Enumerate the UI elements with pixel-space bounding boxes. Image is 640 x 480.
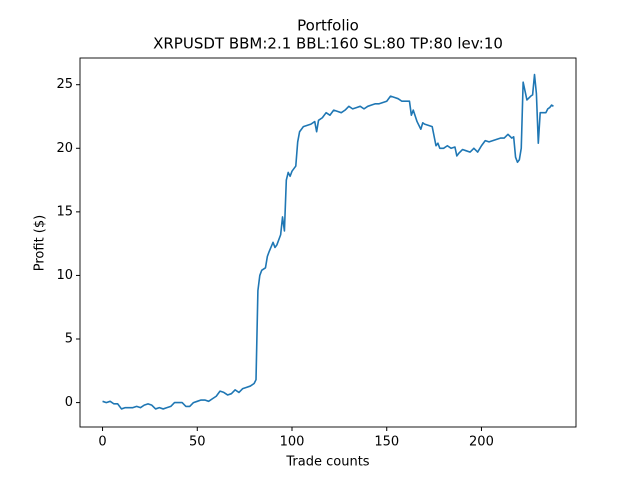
- y-tick-label: 25: [56, 77, 73, 92]
- chart-subtitle: XRPUSDT BBM:2.1 BBL:160 SL:80 TP:80 lev:…: [153, 35, 503, 53]
- x-axis-label: Trade counts: [285, 455, 369, 470]
- x-tick-label: 0: [98, 435, 106, 450]
- y-tick-label: 0: [65, 395, 73, 410]
- y-tick-label: 5: [65, 332, 73, 347]
- profit-line: [102, 73, 554, 410]
- chart-title: Portfolio: [297, 17, 359, 35]
- y-tick-label: 20: [56, 141, 73, 156]
- x-tick-label: 100: [280, 435, 305, 450]
- y-axis-label: Profit ($): [33, 215, 48, 271]
- x-tick-label: 50: [189, 435, 206, 450]
- y-tick-label: 15: [56, 204, 73, 219]
- x-tick-label: 150: [374, 435, 399, 450]
- plot-frame: [79, 57, 577, 428]
- y-tick-label: 10: [56, 268, 73, 283]
- x-tick-label: 200: [469, 435, 494, 450]
